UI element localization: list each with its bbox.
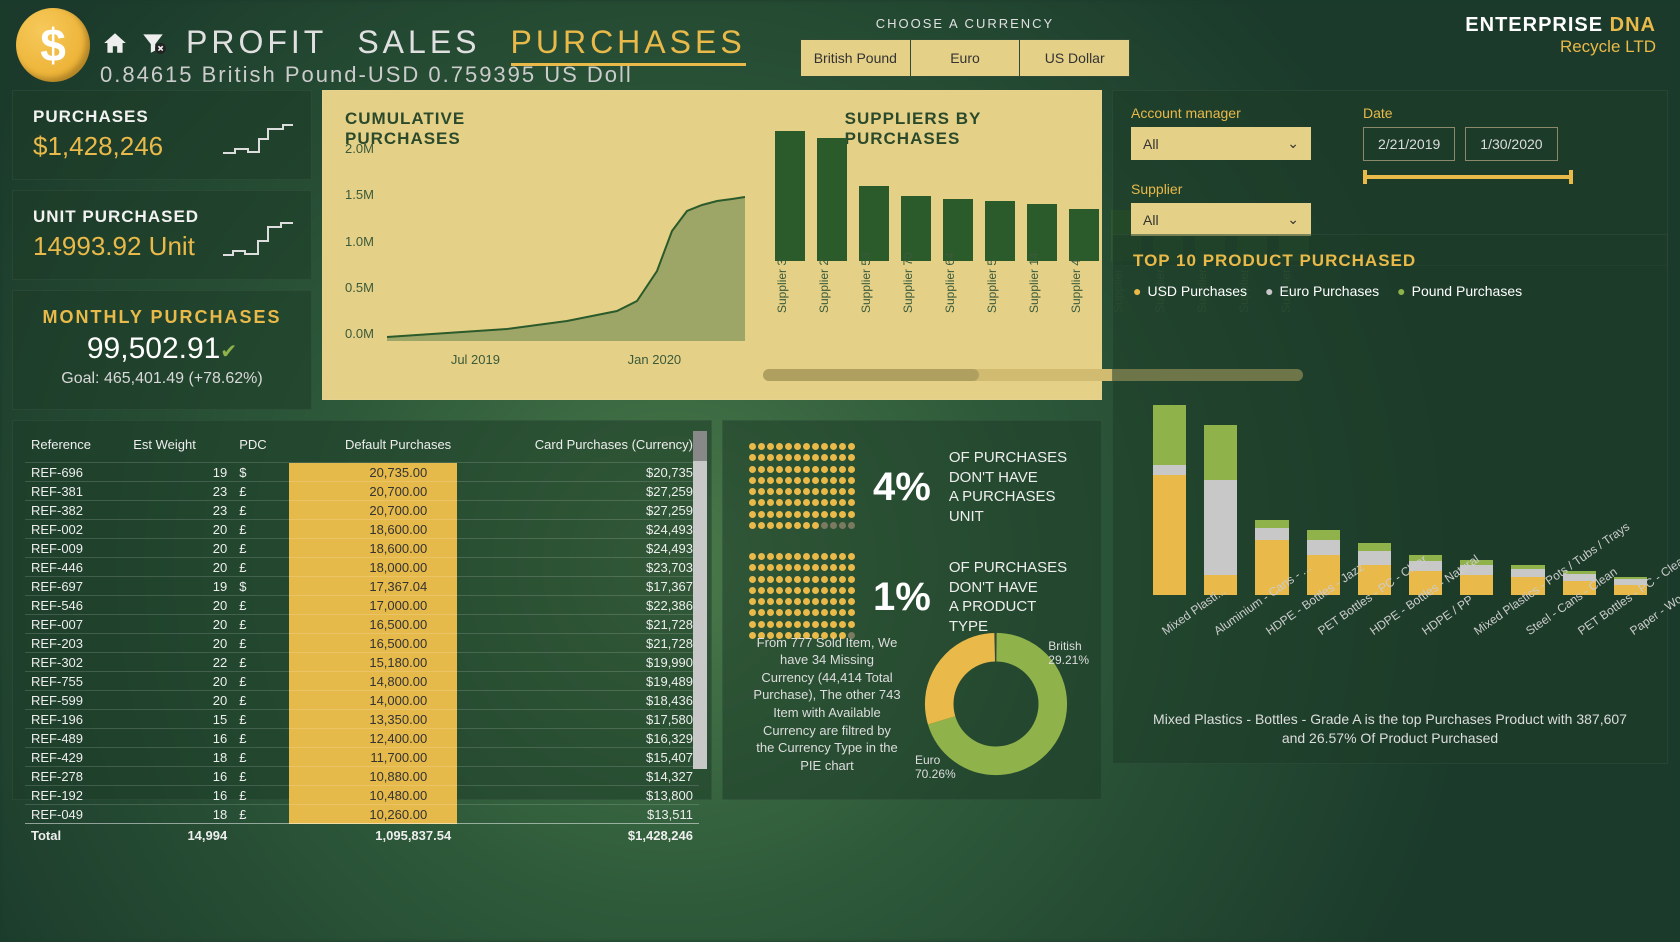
table-row[interactable]: REF-48916£12,400.00$16,329 — [25, 729, 699, 748]
filter-clear-icon[interactable] — [140, 30, 166, 61]
top10-footer: Mixed Plastics - Bottles - Grade A is th… — [1153, 710, 1627, 749]
dot-grid-icon — [749, 443, 855, 531]
table-row[interactable]: REF-75520£14,800.00$19,489 — [25, 672, 699, 691]
date-label: Date — [1363, 105, 1573, 121]
table-row[interactable]: REF-19216£10,480.00$13,800 — [25, 786, 699, 805]
brand-logo: ENTERPRISE DNA Recycle LTD — [1465, 14, 1656, 57]
currency-btn-eur[interactable]: Euro — [911, 40, 1021, 76]
date-start-input[interactable]: 2/21/2019 — [1363, 127, 1455, 161]
table-row[interactable]: REF-04918£10,260.00$13,511 — [25, 805, 699, 824]
top-bar: $ PROFIT SALES PURCHASES 0.84615 British… — [0, 0, 1680, 90]
chevron-down-icon: ⌄ — [1287, 211, 1299, 228]
table-row[interactable]: REF-00720£16,500.00$21,728 — [25, 615, 699, 634]
nav-tabs: PROFIT SALES PURCHASES — [186, 24, 746, 66]
table-scrollbar[interactable] — [693, 431, 707, 769]
chevron-down-icon: ⌄ — [1287, 135, 1299, 152]
table-row[interactable]: REF-69719$17,367.04$17,367 — [25, 577, 699, 596]
currency-btn-gbp[interactable]: British Pound — [801, 40, 911, 76]
supplier-dropdown[interactable]: All ⌄ — [1131, 203, 1311, 236]
purchases-table[interactable]: ReferenceEst WeightPDCDefault PurchasesC… — [12, 420, 712, 800]
dollar-icon: $ — [16, 8, 90, 82]
currency-slicer[interactable]: British Pound Euro US Dollar — [800, 39, 1130, 77]
table-row[interactable]: REF-20320£16,500.00$21,728 — [25, 634, 699, 653]
supplier-label: Supplier — [1131, 181, 1311, 197]
tab-purchases[interactable]: PURCHASES — [511, 24, 746, 66]
top10-panel: TOP 10 PRODUCT PURCHASED USD Purchases E… — [1112, 234, 1668, 764]
table-row[interactable]: REF-38223£20,700.00$27,259 — [25, 501, 699, 520]
pie-note: From 777 Sold Item, We have 34 Missing C… — [753, 634, 901, 774]
tab-profit[interactable]: PROFIT — [186, 24, 327, 66]
table-row[interactable]: REF-54620£17,000.00$22,386 — [25, 596, 699, 615]
chart-panel: CUMULATIVE PURCHASES SUPPLIERS BY PURCHA… — [322, 90, 1102, 400]
sparkline-icon — [223, 219, 293, 261]
table-row[interactable]: REF-38123£20,700.00$27,259 — [25, 482, 699, 501]
kpi-purchases: PURCHASES $1,428,246 — [12, 90, 312, 180]
table-row[interactable]: REF-27816£10,880.00$14,327 — [25, 767, 699, 786]
table-row[interactable]: REF-30222£15,180.00$19,990 — [25, 653, 699, 672]
table-row[interactable]: REF-42918£11,700.00$15,407 — [25, 748, 699, 767]
top10-legend: USD Purchases Euro Purchases Pound Purch… — [1133, 283, 1647, 299]
currency-donut-chart[interactable]: British29.21% Euro70.26% — [921, 629, 1071, 779]
fx-rate-ticker: 0.84615 British Pound-USD 0.759395 US Do… — [100, 62, 633, 88]
currency-label: CHOOSE A CURRENCY — [800, 16, 1130, 31]
sparkline-icon — [223, 119, 293, 161]
date-end-input[interactable]: 1/30/2020 — [1465, 127, 1557, 161]
kpi-units: UNIT PURCHASED 14993.92 Unit — [12, 190, 312, 280]
home-icon[interactable] — [102, 30, 128, 61]
date-slider[interactable] — [1363, 175, 1573, 179]
stat-pct-2: 1% — [873, 575, 931, 620]
dot-grid-icon — [749, 553, 855, 641]
kpi-monthly: MONTHLY PURCHASES 99,502.91✔ Goal: 465,4… — [12, 290, 312, 410]
table-row[interactable]: REF-19615£13,350.00$17,580 — [25, 710, 699, 729]
table-row[interactable]: REF-00220£18,600.00$24,493 — [25, 520, 699, 539]
table-row[interactable]: REF-59920£14,000.00$18,436 — [25, 691, 699, 710]
account-manager-label: Account manager — [1131, 105, 1311, 121]
stat-pct-1: 4% — [873, 465, 931, 510]
stats-panel: 4% OF PURCHASES DON'T HAVEA PURCHASES UN… — [722, 420, 1102, 800]
table-row[interactable]: REF-44620£18,000.00$23,703 — [25, 558, 699, 577]
table-row[interactable]: REF-69619$20,735.00$20,735 — [25, 463, 699, 482]
tab-sales[interactable]: SALES — [357, 24, 480, 66]
account-manager-dropdown[interactable]: All ⌄ — [1131, 127, 1311, 160]
cumulative-chart[interactable]: 2.0M1.5M1.0M0.5M0.0M Jul 2019Jan 2020 — [345, 141, 745, 381]
table-row[interactable]: REF-00920£18,600.00$24,493 — [25, 539, 699, 558]
currency-btn-usd[interactable]: US Dollar — [1020, 40, 1129, 76]
